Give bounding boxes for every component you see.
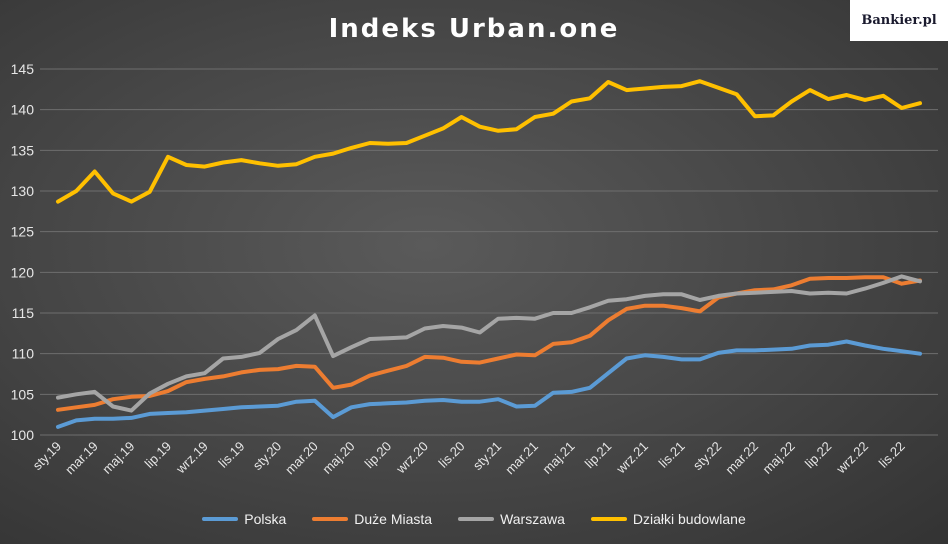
x-tick-label: lip.19 [142, 439, 175, 472]
legend: Polska Duże Miasta Warszawa Działki budowla… [0, 511, 948, 527]
x-tick-label: maj.19 [99, 439, 137, 477]
x-tick-label: lis.22 [876, 439, 908, 471]
x-tick-label: wrz.19 [172, 439, 210, 477]
x-tick-label: mar.22 [722, 439, 761, 478]
x-tick-label: maj.20 [319, 439, 357, 477]
series-line-polska [56, 339, 922, 429]
legend-item: Polska [202, 511, 286, 527]
x-tick-label: mar.19 [62, 439, 101, 478]
grid-lines [40, 68, 938, 436]
y-tick-label: 105 [11, 386, 35, 402]
y-axis-ticks: 100 105 110 115 120 125 130 135 140 145 [11, 61, 35, 443]
legend-label: Duże Miasta [354, 511, 433, 527]
y-tick-label: 120 [11, 264, 35, 280]
series-line-działki-budowlane [56, 79, 922, 204]
y-tick-label: 115 [12, 305, 35, 321]
y-tick-label: 100 [11, 427, 35, 443]
legend-label: Warszawa [500, 511, 565, 527]
x-tick-label: wrz.21 [613, 439, 651, 477]
x-tick-label: sty.19 [30, 439, 64, 473]
x-tick-label: sty.20 [250, 439, 284, 473]
brand-logo: Bankier.pl [850, 0, 948, 41]
y-tick-label: 125 [11, 224, 35, 240]
x-tick-label: maj.22 [760, 439, 798, 477]
y-tick-label: 130 [11, 183, 35, 199]
y-tick-label: 145 [11, 61, 35, 77]
x-tick-label: lip.21 [582, 439, 615, 472]
x-tick-label: lis.19 [215, 439, 247, 471]
chart-title: Indeks Urban.one [328, 14, 620, 44]
series-line-warszawa [56, 274, 922, 413]
x-tick-label: sty.21 [470, 439, 504, 473]
legend-swatch [312, 517, 349, 521]
series-line-duże-miasta [56, 275, 922, 412]
x-tick-label: wrz.22 [833, 439, 871, 477]
x-tick-label: lis.20 [436, 439, 468, 471]
legend-item: Warszawa [458, 511, 565, 527]
legend-item: Działki budowlane [590, 511, 746, 527]
x-tick-label: mar.21 [502, 439, 541, 478]
x-tick-label: maj.21 [539, 439, 577, 477]
legend-swatch [590, 517, 627, 521]
legend-item: Duże Miasta [312, 511, 432, 527]
x-tick-label: sty.22 [690, 439, 724, 473]
y-tick-label: 110 [12, 346, 35, 362]
x-tick-label: wrz.20 [393, 439, 431, 477]
x-tick-label: lip.22 [802, 439, 835, 472]
series-lines [56, 79, 922, 429]
legend-label: Działki budowlane [632, 511, 746, 527]
x-tick-label: lis.21 [656, 439, 688, 471]
legend-label: Polska [244, 511, 287, 527]
x-tick-label: lip.20 [362, 439, 395, 472]
x-tick-label: mar.20 [282, 439, 321, 478]
legend-swatch [202, 517, 239, 521]
legend-swatch [458, 517, 495, 521]
y-tick-label: 135 [11, 142, 35, 158]
y-tick-label: 140 [11, 102, 35, 118]
